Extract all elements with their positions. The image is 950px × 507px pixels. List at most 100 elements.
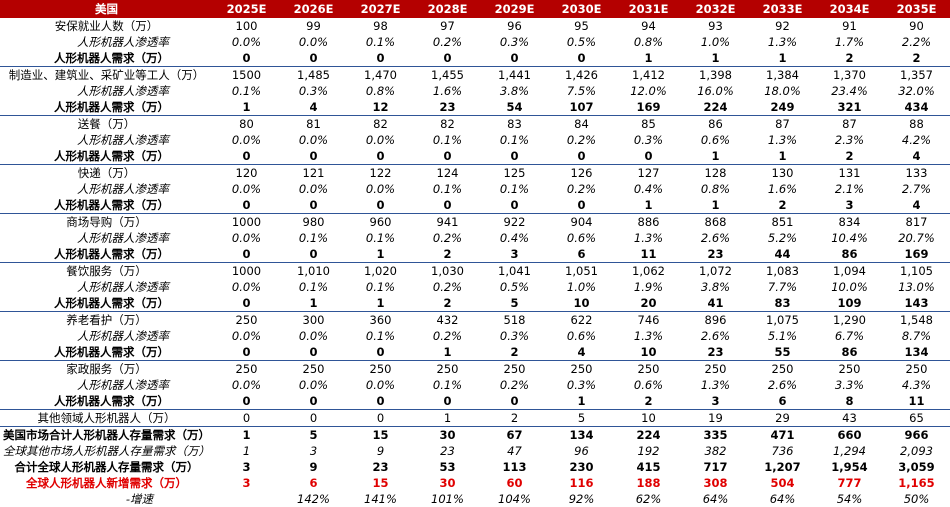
cell: 12 — [347, 99, 414, 116]
cell: 86 — [816, 344, 883, 361]
cell: 96 — [507, 19, 522, 33]
table-row: 人形机器人需求（万） 0 0 0 0 0 1 2 3 6 8 11 — [0, 393, 950, 410]
cell: 84 — [574, 117, 589, 131]
row-label: 制造业、建筑业、采矿业等工人（万） — [8, 68, 205, 82]
cell: 29 — [749, 409, 816, 427]
cell: 0.6% — [566, 329, 597, 343]
cell: 3.8% — [700, 280, 731, 294]
cell: 47 — [507, 444, 522, 458]
cell: 5 — [548, 409, 615, 427]
cell: 50% — [903, 492, 930, 506]
cell: 308 — [703, 476, 728, 490]
cell: 169 — [883, 246, 950, 263]
cell: 518 — [503, 313, 526, 327]
row-label: 人形机器人渗透率 — [77, 378, 169, 392]
row-label: 人形机器人渗透率 — [77, 231, 169, 245]
row-label: 人形机器人需求（万） — [0, 99, 213, 116]
cell: 121 — [302, 166, 325, 180]
cell: 0 — [347, 409, 414, 427]
cell: 41 — [682, 295, 749, 312]
cell: 143 — [883, 295, 950, 312]
cell: 0 — [548, 148, 615, 165]
cell: 4 — [883, 197, 950, 214]
cell: 1.3% — [633, 329, 664, 343]
cell: 0.0% — [298, 182, 329, 196]
cell: 0.1% — [365, 280, 396, 294]
cell: 0 — [481, 148, 548, 165]
table-row: 人形机器人渗透率 0.1% 0.3% 0.8% 1.6% 3.8% 7.5% 12.0% 16.… — [0, 83, 950, 99]
cell: 9 — [309, 460, 318, 474]
cell: 0 — [414, 393, 481, 410]
cell: 1,412 — [632, 68, 665, 82]
cell: 1.7% — [834, 35, 865, 49]
cell: 0 — [280, 197, 347, 214]
cell: 1,075 — [766, 313, 799, 327]
cell: 1 — [615, 50, 682, 67]
cell: 0.0% — [365, 378, 396, 392]
cell: 0.2% — [566, 182, 597, 196]
cell: 2.2% — [901, 35, 932, 49]
cell: 7.7% — [767, 280, 798, 294]
cell: 1,290 — [833, 313, 866, 327]
cell: 2 — [816, 148, 883, 165]
cell: 127 — [637, 166, 660, 180]
cell: 62% — [635, 492, 662, 506]
table-row: 人形机器人需求（万） 1 4 12 23 54 107 169 224 249 321 434 — [0, 99, 950, 116]
cell: 0 — [414, 50, 481, 67]
cell: 3.3% — [834, 378, 865, 392]
cell: 0.3% — [499, 35, 530, 49]
cell: 10.0% — [831, 280, 868, 294]
cell: 980 — [302, 215, 325, 229]
row-label: 商场导购（万） — [66, 215, 147, 229]
cell: 1,548 — [900, 313, 933, 327]
cell: 1,441 — [498, 68, 531, 82]
cell: 10 — [615, 409, 682, 427]
cell: 249 — [749, 99, 816, 116]
cell: 1.6% — [767, 182, 798, 196]
row-label: 人形机器人渗透率 — [77, 329, 169, 343]
cell: 87 — [842, 117, 857, 131]
cell: 3 — [816, 197, 883, 214]
cell: 93 — [708, 19, 723, 33]
table-row: 养老看护（万） 250 300 360 432 518 622 746 896 1,075 1,29… — [0, 312, 950, 329]
table-row: 美国市场合计人形机器人存量需求（万） 1 5 15 30 67 134 224 335 471 66… — [0, 427, 950, 444]
row-label: 人形机器人渗透率 — [77, 182, 169, 196]
cell: 471 — [770, 428, 795, 442]
cell: 19 — [682, 409, 749, 427]
cell: 97 — [440, 19, 455, 33]
cell: 250 — [637, 362, 660, 376]
year-header: 2027E — [347, 0, 414, 18]
cell: 0.2% — [499, 378, 530, 392]
row-label: 人形机器人需求（万） — [0, 50, 213, 67]
cell: 1500 — [231, 68, 262, 82]
cell: 250 — [704, 362, 727, 376]
cell: 3 — [242, 460, 251, 474]
cell: 96 — [574, 444, 589, 458]
cell: 1,207 — [764, 460, 801, 474]
cell: 941 — [436, 215, 459, 229]
cell: 0.0% — [365, 182, 396, 196]
cell — [213, 491, 280, 507]
cell: 0.4% — [633, 182, 664, 196]
cell: 116 — [569, 476, 594, 490]
cell: 20.7% — [898, 231, 935, 245]
cell: 3,059 — [898, 460, 935, 474]
cell: 128 — [704, 166, 727, 180]
cell: 250 — [436, 362, 459, 376]
cell: 8.7% — [901, 329, 932, 343]
cell: 1.6% — [432, 84, 463, 98]
cell: 0.6% — [700, 133, 731, 147]
cell: 126 — [570, 166, 593, 180]
cell: 868 — [704, 215, 727, 229]
cell: 851 — [771, 215, 794, 229]
header-row: 美国 2025E 2026E 2027E 2028E 2029E 2030E 2031E 20… — [0, 0, 950, 18]
cell: 6 — [309, 476, 318, 490]
cell: 8 — [816, 393, 883, 410]
cell: 0.8% — [700, 182, 731, 196]
cell: 83 — [507, 117, 522, 131]
cell: 834 — [838, 215, 861, 229]
cell: 250 — [369, 362, 392, 376]
cell: 134 — [883, 344, 950, 361]
table-row: 商场导购（万） 1000 980 960 941 922 904 886 868 851 834 81… — [0, 214, 950, 231]
row-label: 家政服务（万） — [66, 362, 147, 376]
